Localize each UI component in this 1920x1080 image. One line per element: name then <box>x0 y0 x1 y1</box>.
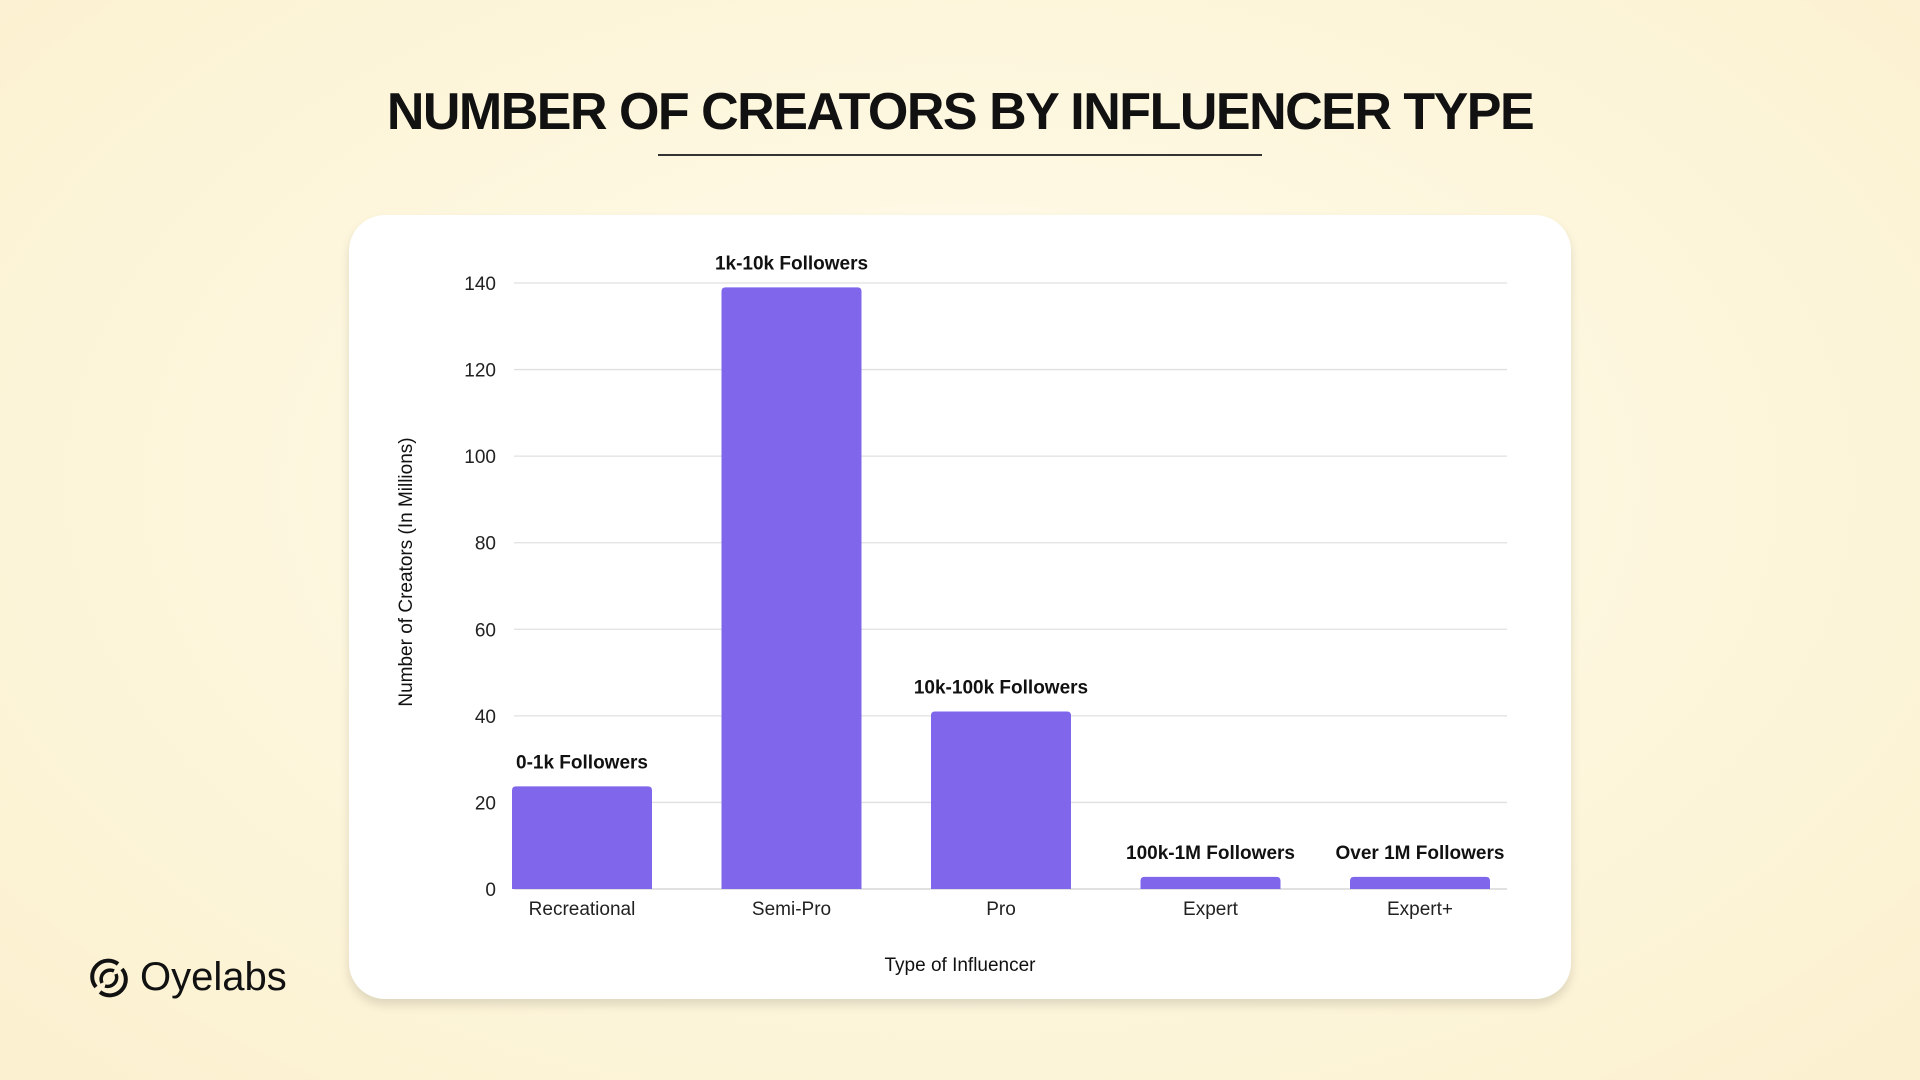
bar <box>1350 876 1490 889</box>
data-label: 10k-100k Followers <box>914 678 1088 699</box>
y-tick-label: 60 <box>475 620 496 641</box>
data-label: Over 1M Followers <box>1336 843 1505 864</box>
y-tick-label: 100 <box>464 447 496 468</box>
bar <box>1140 876 1281 889</box>
oyelabs-logo-icon <box>90 958 128 997</box>
y-tick-label: 20 <box>475 793 496 814</box>
title-underline <box>658 154 1262 156</box>
brand-name: Oyelabs <box>140 955 287 999</box>
data-label: 100k-1M Followers <box>1126 843 1295 864</box>
data-label: 0-1k Followers <box>516 752 648 773</box>
y-axis-label: Number of Creators (In Millions) <box>396 437 417 706</box>
x-tick-label: Semi-Pro <box>752 899 831 920</box>
x-tick-label: Expert+ <box>1387 899 1453 920</box>
chart-title: NUMBER OF CREATORS BY INFLUENCER TYPE <box>386 83 1535 141</box>
data-label: 1k-10k Followers <box>715 253 868 274</box>
bar <box>512 786 652 889</box>
x-tick-label: Recreational <box>529 899 636 920</box>
y-tick-label: 140 <box>464 274 496 295</box>
x-tick-label: Pro <box>986 899 1016 920</box>
bar <box>721 287 862 889</box>
brand-logo: Oyelabs <box>88 955 287 1000</box>
y-tick-label: 80 <box>475 534 496 555</box>
y-tick-label: 40 <box>475 707 496 728</box>
bar <box>931 711 1071 889</box>
x-tick-label: Expert <box>1183 899 1239 920</box>
x-axis-label: Type of Influencer <box>884 955 1036 976</box>
y-tick-label: 0 <box>485 880 496 901</box>
y-tick-label: 120 <box>464 361 496 382</box>
